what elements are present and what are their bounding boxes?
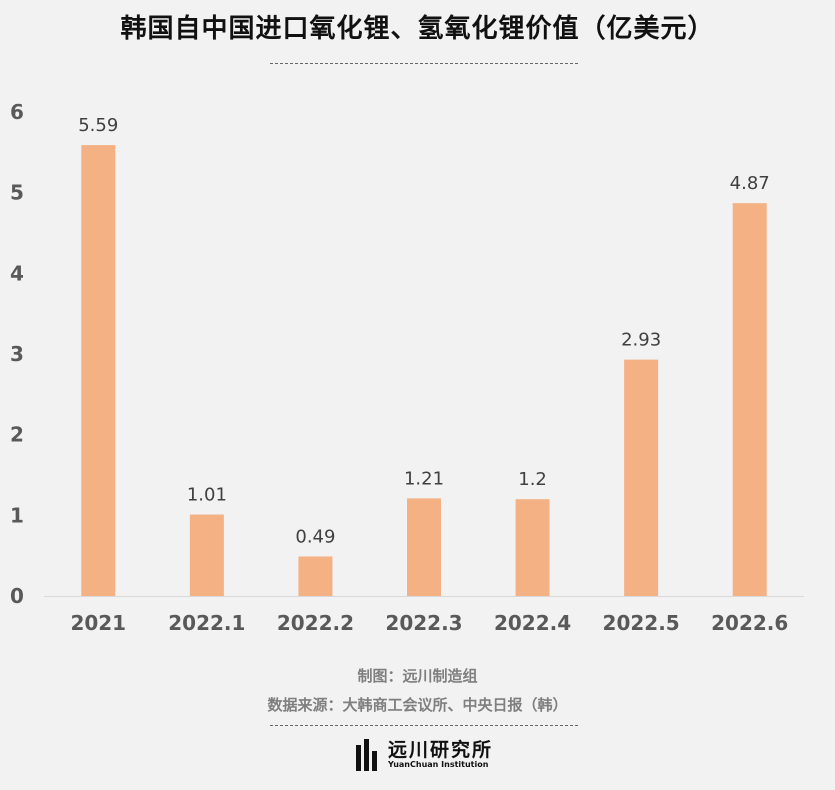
data-label: 1.2 [518,469,547,490]
bar [81,145,116,596]
y-tick-label: 6 [10,100,24,124]
y-tick-label: 3 [10,342,24,366]
bar [189,514,224,596]
logo-mark-icon [356,739,380,771]
x-tick-label: 2021 [70,611,126,635]
logo-name-cn: 远川研究所 [388,739,494,761]
data-label: 5.59 [78,115,118,136]
logo-name-en: YuanChuan Institution [388,760,489,769]
title-divider [270,63,578,64]
bar-chart: 0 1 2 3 4 5 6 5.59 2021 1.01 2022.1 0.49 2022.2 1.21 2… [10,100,804,635]
data-label: 1.01 [187,485,227,506]
data-label: 2.93 [621,330,661,351]
x-tick-label: 2022.2 [277,611,354,635]
footer-divider [270,725,578,726]
chart-title: 韩国自中国进口氧化锂、氢氧化锂价值（亿美元） [120,14,715,44]
y-tick-label: 0 [10,584,24,608]
bar [624,359,659,596]
data-label: 4.87 [730,173,770,194]
x-tick-label: 2022.3 [385,611,462,635]
x-tick-label: 2022.1 [168,611,245,635]
data-source: 数据来源：大韩商工会议所、中央日报（韩） [267,696,568,714]
bar [515,499,550,596]
bar [732,203,767,597]
data-label: 1.21 [404,468,444,489]
y-tick-label: 1 [10,503,24,527]
y-tick-label: 2 [10,423,24,447]
y-tick-label: 4 [10,261,24,285]
bar [407,498,441,596]
chart-credit: 制图：远川制造组 [357,667,478,685]
bar [298,556,333,596]
x-tick-label: 2022.6 [711,611,788,635]
logo: 远川研究所 YuanChuan Institution [356,738,493,772]
x-tick-label: 2022.5 [603,611,680,635]
x-tick-label: 2022.4 [494,611,571,635]
y-tick-label: 5 [10,181,24,205]
data-label: 0.49 [295,526,335,547]
